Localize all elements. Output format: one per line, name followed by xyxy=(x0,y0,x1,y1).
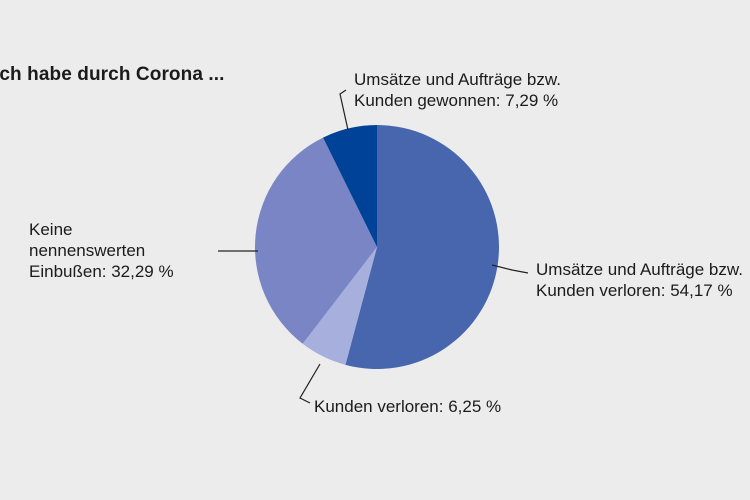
chart-title: Ich habe durch Corona ... xyxy=(0,64,225,85)
slice-label-keine-einbussen: Keine nennenswerten Einbußen: 32,29 % xyxy=(29,220,174,281)
slice-label-umsaetze-verloren: Umsätze und Aufträge bzw. Kunden verlore… xyxy=(536,260,743,300)
slice-label-kunden-verloren: Kunden verloren: 6,25 % xyxy=(314,397,502,416)
slice-keine-einbussen xyxy=(255,137,377,344)
leader-line-verloren xyxy=(491,264,529,274)
slice-umsaetze-verloren xyxy=(345,125,499,369)
leader-line-gewonnen xyxy=(339,89,349,131)
leader-line-kunden-verloren xyxy=(299,363,321,404)
slice-kunden-verloren xyxy=(302,247,377,365)
slice-umsaetze-gewonnen xyxy=(323,125,377,247)
slice-label-umsaetze-gewonnen: Umsätze und Aufträge bzw. Kunden gewonne… xyxy=(354,70,561,110)
